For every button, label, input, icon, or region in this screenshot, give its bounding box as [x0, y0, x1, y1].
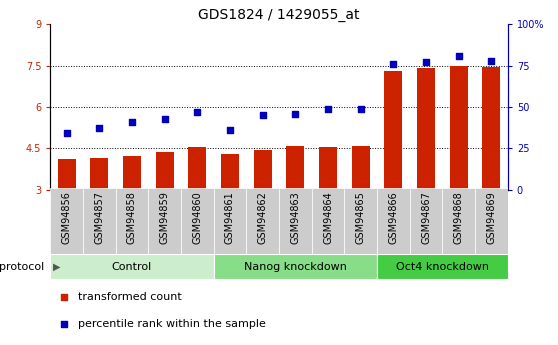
- Bar: [410, 188, 442, 254]
- Bar: [57, 159, 75, 190]
- Bar: [246, 188, 279, 254]
- Bar: [221, 155, 239, 190]
- Text: GSM94856: GSM94856: [61, 191, 71, 244]
- Point: [160, 116, 169, 121]
- Text: GSM94868: GSM94868: [454, 191, 464, 244]
- Bar: [286, 146, 304, 190]
- Point: [258, 112, 267, 118]
- Bar: [344, 188, 377, 254]
- Point: [356, 106, 365, 111]
- Bar: [214, 254, 377, 279]
- Text: GSM94869: GSM94869: [487, 191, 497, 244]
- Text: GSM94864: GSM94864: [323, 191, 333, 244]
- Title: GDS1824 / 1429055_at: GDS1824 / 1429055_at: [198, 8, 360, 22]
- Text: percentile rank within the sample: percentile rank within the sample: [78, 319, 266, 329]
- Point: [60, 294, 69, 299]
- Bar: [442, 188, 475, 254]
- Point: [454, 53, 463, 58]
- Bar: [312, 188, 344, 254]
- Text: GSM94867: GSM94867: [421, 191, 431, 244]
- Point: [193, 109, 202, 115]
- Text: GSM94863: GSM94863: [290, 191, 300, 244]
- Text: GSM94861: GSM94861: [225, 191, 235, 244]
- Bar: [377, 188, 410, 254]
- Bar: [188, 147, 206, 190]
- Bar: [384, 71, 402, 190]
- Bar: [50, 188, 83, 254]
- Bar: [483, 67, 501, 190]
- Bar: [417, 68, 435, 190]
- Point: [291, 111, 300, 116]
- Text: GSM94862: GSM94862: [258, 191, 268, 244]
- Point: [487, 58, 496, 63]
- Bar: [214, 188, 246, 254]
- Bar: [123, 156, 141, 190]
- Bar: [254, 150, 272, 190]
- Text: GSM94866: GSM94866: [388, 191, 398, 244]
- Bar: [83, 188, 116, 254]
- Bar: [450, 66, 468, 190]
- Text: GSM94859: GSM94859: [160, 191, 170, 244]
- Bar: [279, 188, 312, 254]
- Bar: [148, 188, 181, 254]
- Text: GSM94860: GSM94860: [193, 191, 203, 244]
- Point: [422, 59, 431, 65]
- Bar: [50, 254, 214, 279]
- Point: [127, 119, 136, 125]
- Text: GSM94858: GSM94858: [127, 191, 137, 244]
- Bar: [352, 146, 370, 190]
- Bar: [475, 188, 508, 254]
- Point: [389, 61, 398, 67]
- Bar: [181, 188, 214, 254]
- Bar: [90, 158, 108, 190]
- Bar: [156, 152, 174, 190]
- Bar: [116, 188, 148, 254]
- Text: protocol: protocol: [0, 262, 45, 272]
- Point: [60, 322, 69, 327]
- Text: ▶: ▶: [53, 262, 60, 272]
- Text: Oct4 knockdown: Oct4 knockdown: [396, 262, 489, 272]
- Point: [62, 131, 71, 136]
- Bar: [319, 147, 337, 190]
- Text: transformed count: transformed count: [78, 292, 181, 302]
- Point: [95, 126, 104, 131]
- Text: Nanog knockdown: Nanog knockdown: [244, 262, 347, 272]
- Point: [225, 127, 234, 133]
- Bar: [377, 254, 508, 279]
- Text: GSM94857: GSM94857: [94, 191, 104, 244]
- Text: Control: Control: [112, 262, 152, 272]
- Point: [324, 106, 333, 111]
- Text: GSM94865: GSM94865: [355, 191, 365, 244]
